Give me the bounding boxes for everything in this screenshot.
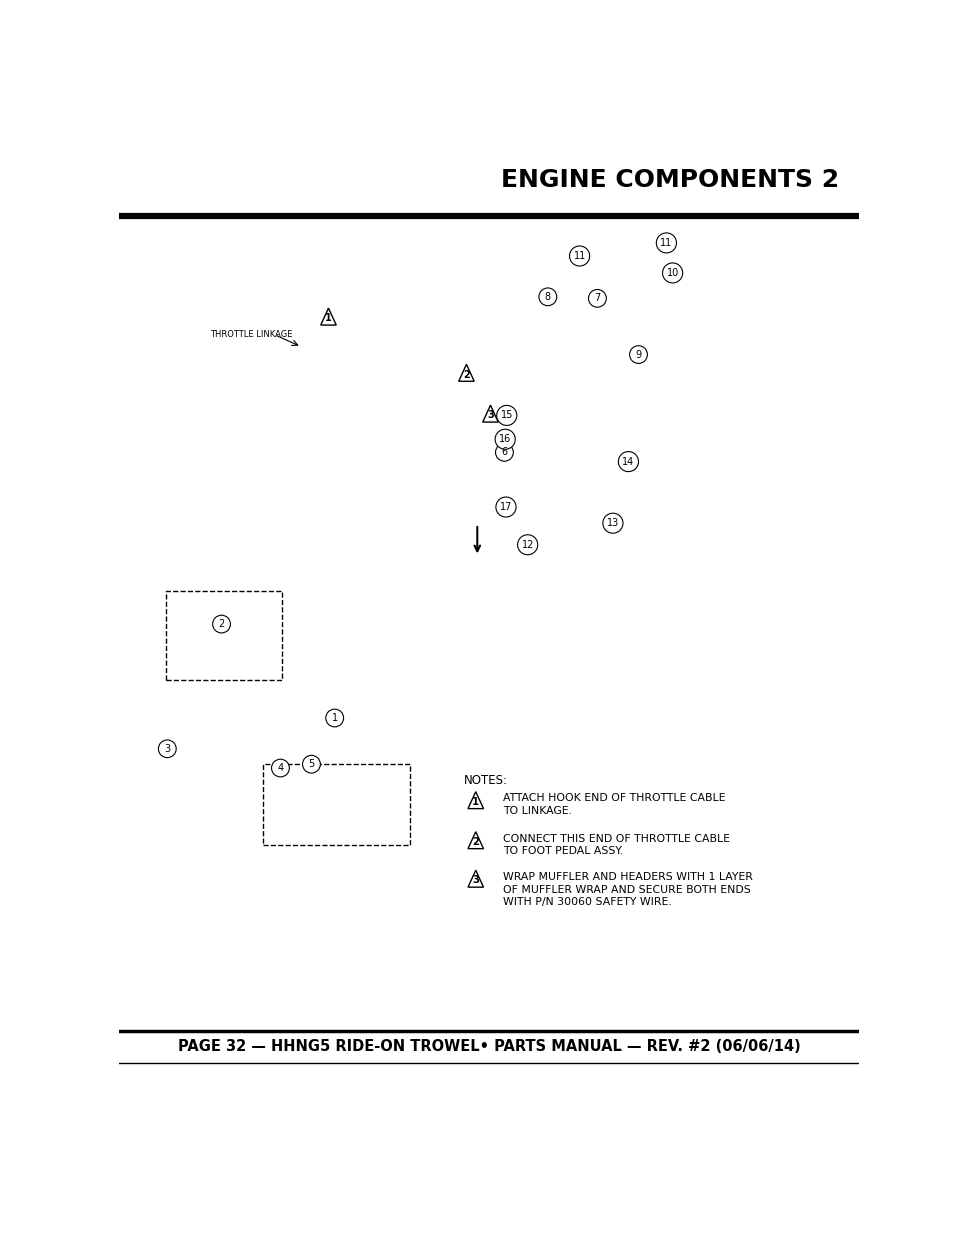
Text: TO LINKAGE.: TO LINKAGE. — [502, 806, 571, 816]
Circle shape — [325, 709, 343, 727]
Text: THROTTLE LINKAGE: THROTTLE LINKAGE — [210, 330, 293, 340]
Text: 5: 5 — [308, 760, 314, 769]
Text: 2: 2 — [462, 369, 469, 379]
Circle shape — [496, 496, 516, 517]
Text: 3: 3 — [472, 876, 478, 885]
Circle shape — [272, 760, 289, 777]
Polygon shape — [458, 364, 474, 382]
Bar — [262, 764, 410, 845]
Circle shape — [517, 535, 537, 555]
Circle shape — [629, 346, 647, 363]
Circle shape — [213, 615, 231, 632]
Text: ENGINE COMPONENTS 2: ENGINE COMPONENTS 2 — [500, 168, 839, 191]
Bar — [166, 592, 282, 679]
Circle shape — [495, 443, 513, 461]
Circle shape — [661, 263, 682, 283]
Text: 6: 6 — [501, 447, 507, 457]
Text: 1: 1 — [325, 314, 332, 324]
Text: 10: 10 — [666, 268, 678, 278]
Text: 3: 3 — [164, 743, 171, 753]
Text: 2: 2 — [218, 619, 225, 629]
Circle shape — [497, 405, 517, 425]
Text: 1: 1 — [472, 797, 478, 806]
Text: 11: 11 — [573, 251, 585, 261]
Text: 7: 7 — [594, 294, 600, 304]
Text: 4: 4 — [277, 763, 283, 773]
Circle shape — [538, 288, 557, 306]
Text: 11: 11 — [659, 238, 672, 248]
Polygon shape — [320, 308, 335, 325]
Text: 16: 16 — [498, 435, 511, 445]
Text: WITH P/N 30060 SAFETY WIRE.: WITH P/N 30060 SAFETY WIRE. — [502, 898, 671, 908]
Text: TO FOOT PEDAL ASSY.: TO FOOT PEDAL ASSY. — [502, 846, 622, 856]
Text: 13: 13 — [606, 519, 618, 529]
Polygon shape — [468, 831, 483, 848]
Text: WRAP MUFFLER AND HEADERS WITH 1 LAYER: WRAP MUFFLER AND HEADERS WITH 1 LAYER — [502, 872, 752, 882]
Text: PAGE 32 — HHNG5 RIDE-ON TROWEL• PARTS MANUAL — REV. #2 (06/06/14): PAGE 32 — HHNG5 RIDE-ON TROWEL• PARTS MA… — [177, 1040, 800, 1055]
Text: 15: 15 — [500, 410, 513, 420]
Text: ATTACH HOOK END OF THROTTLE CABLE: ATTACH HOOK END OF THROTTLE CABLE — [502, 793, 724, 804]
Polygon shape — [468, 792, 483, 809]
Text: OF MUFFLER WRAP AND SECURE BOTH ENDS: OF MUFFLER WRAP AND SECURE BOTH ENDS — [502, 884, 750, 894]
Text: 14: 14 — [621, 457, 634, 467]
Circle shape — [588, 289, 606, 308]
Text: 2: 2 — [472, 837, 478, 847]
Circle shape — [495, 430, 515, 450]
Text: 3: 3 — [487, 410, 494, 420]
Circle shape — [302, 756, 320, 773]
Text: 17: 17 — [499, 501, 512, 513]
Text: CONNECT THIS END OF THROTTLE CABLE: CONNECT THIS END OF THROTTLE CABLE — [502, 834, 729, 844]
Text: 12: 12 — [521, 540, 534, 550]
Polygon shape — [482, 405, 497, 422]
Text: 1: 1 — [332, 713, 337, 722]
Circle shape — [656, 233, 676, 253]
Text: NOTES:: NOTES: — [464, 774, 508, 787]
Text: 8: 8 — [544, 291, 550, 301]
Circle shape — [618, 452, 638, 472]
Circle shape — [158, 740, 176, 757]
Circle shape — [569, 246, 589, 266]
Polygon shape — [468, 871, 483, 887]
Circle shape — [602, 514, 622, 534]
Text: 9: 9 — [635, 350, 640, 359]
